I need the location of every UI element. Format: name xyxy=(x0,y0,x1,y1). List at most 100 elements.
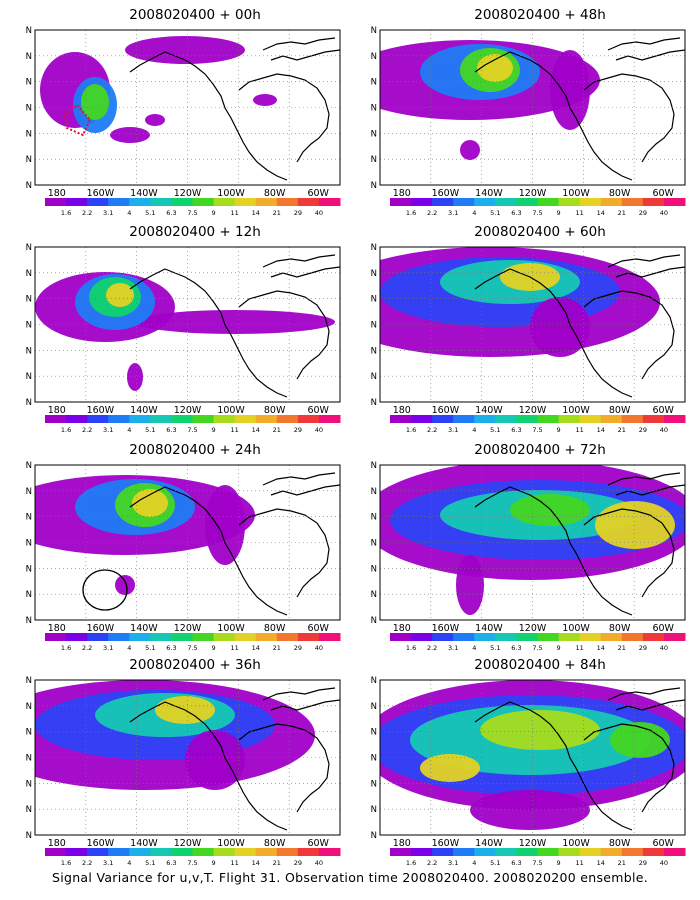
colorbar-label: 40 xyxy=(315,644,323,650)
colorbar-swatch xyxy=(45,848,67,856)
lat-tick-label: 60N xyxy=(25,52,32,62)
colorbar-swatch xyxy=(558,415,581,423)
lat-tick-label: 40N xyxy=(25,754,32,764)
colorbar-label: 5.1 xyxy=(490,859,500,865)
colorbar-label: 7.5 xyxy=(187,426,197,432)
colorbar-swatch xyxy=(192,198,215,206)
lat-tick-label: 20N xyxy=(25,590,32,600)
colorbar-swatch xyxy=(411,198,433,206)
colorbar-label: 9 xyxy=(557,644,561,650)
map-figure: 2008020400 + 00h 70N 60N 50N 40N 30N 20N 10N 180… xyxy=(25,7,341,215)
map-panel-p48: 2008020400 + 48h 70N 60N 50N 40N 30N 20N 10N 180… xyxy=(370,5,700,215)
variance-contour xyxy=(595,501,675,549)
lon-tick-label: 120W xyxy=(519,188,547,199)
colorbar-swatch xyxy=(621,415,644,423)
colorbar-swatch xyxy=(255,198,278,206)
lon-tick-label: 180 xyxy=(48,623,66,634)
colorbar-label: 14 xyxy=(252,859,260,865)
variance-contour xyxy=(127,363,143,391)
colorbar-label: 4 xyxy=(127,859,131,865)
colorbar-swatch xyxy=(411,415,433,423)
colorbar-label: 3.1 xyxy=(448,209,458,215)
colorbar: 1.6 2.2 3.1 4 5.1 6.3 7.5 9 11 14 21 29 40 xyxy=(390,848,686,865)
panel-title: 2008020400 + 60h xyxy=(474,224,606,240)
colorbar-swatch xyxy=(150,198,172,206)
colorbar-label: 29 xyxy=(639,209,647,215)
lon-tick-label: 80W xyxy=(264,188,286,199)
lat-tick-label: 70N xyxy=(370,461,377,471)
lon-tick-label: 60W xyxy=(652,838,674,849)
colorbar-label: 9 xyxy=(557,426,561,432)
colorbar-label: 5.1 xyxy=(490,209,500,215)
colorbar-label: 14 xyxy=(597,859,605,865)
lon-tick-label: 160W xyxy=(87,405,115,416)
colorbar-swatch xyxy=(318,848,341,856)
colorbar-label: 11 xyxy=(576,644,584,650)
colorbar: 1.6 2.2 3.1 4 5.1 6.3 7.5 9 11 14 21 29 40 xyxy=(390,633,686,650)
colorbar-swatch xyxy=(516,415,538,423)
lat-tick-label: 10N xyxy=(370,616,377,626)
colorbar-swatch xyxy=(66,198,88,206)
colorbar-swatch xyxy=(600,415,623,423)
lon-tick-label: 120W xyxy=(174,623,202,634)
lat-tick-label: 40N xyxy=(370,321,377,331)
lon-tick-label: 100W xyxy=(217,188,245,199)
colorbar-label: 3.1 xyxy=(103,209,113,215)
colorbar-label: 14 xyxy=(597,644,605,650)
colorbar-label: 6.3 xyxy=(166,209,176,215)
lat-tick-label: 70N xyxy=(25,26,32,36)
panel-title: 2008020400 + 84h xyxy=(474,657,606,673)
colorbar-label: 4 xyxy=(127,426,131,432)
colorbar-label: 11 xyxy=(231,426,239,432)
lon-tick-label: 100W xyxy=(562,188,590,199)
lon-tick-label: 100W xyxy=(562,623,590,634)
lat-tick-label: 50N xyxy=(25,295,32,305)
colorbar: 1.6 2.2 3.1 4 5.1 6.3 7.5 9 11 14 21 29 40 xyxy=(45,633,341,650)
colorbar-swatch xyxy=(579,848,602,856)
colorbar-swatch xyxy=(558,198,581,206)
colorbar-label: 21 xyxy=(273,426,281,432)
variance-contour xyxy=(132,489,168,517)
variance-contour xyxy=(81,84,109,120)
colorbar-label: 5.1 xyxy=(490,426,500,432)
colorbar-swatch xyxy=(255,848,278,856)
variance-contour xyxy=(205,485,245,565)
colorbar-swatch xyxy=(276,848,299,856)
lon-tick-label: 140W xyxy=(130,838,158,849)
colorbar-label: 3.1 xyxy=(448,859,458,865)
colorbar-swatch xyxy=(192,633,215,641)
lat-tick-label: 50N xyxy=(25,513,32,523)
colorbar-swatch xyxy=(453,848,475,856)
colorbar-label: 6.3 xyxy=(511,426,521,432)
lon-tick-label: 160W xyxy=(432,188,460,199)
colorbar-label: 7.5 xyxy=(532,426,542,432)
colorbar-swatch xyxy=(87,415,109,423)
lon-tick-label: 160W xyxy=(432,405,460,416)
variance-contour xyxy=(477,54,513,82)
colorbar-swatch xyxy=(213,633,236,641)
lat-tick-label: 50N xyxy=(370,728,377,738)
lon-tick-label: 180 xyxy=(393,188,411,199)
lon-tick-label: 120W xyxy=(174,188,202,199)
lon-tick-label: 120W xyxy=(174,838,202,849)
colorbar-swatch xyxy=(558,848,581,856)
colorbar-swatch xyxy=(234,198,257,206)
colorbar-swatch xyxy=(318,415,341,423)
map-panel-p24: 2008020400 + 24h 70N 60N 50N 40N 30N 20N 10N 180… xyxy=(25,440,365,650)
lat-tick-label: 60N xyxy=(25,269,32,279)
colorbar-swatch xyxy=(87,198,109,206)
lat-tick-label: 20N xyxy=(370,155,377,165)
lat-tick-label: 20N xyxy=(25,155,32,165)
colorbar-label: 4 xyxy=(472,209,476,215)
colorbar-swatch xyxy=(537,198,560,206)
lon-tick-label: 180 xyxy=(48,405,66,416)
colorbar-swatch xyxy=(276,198,299,206)
colorbar-swatch xyxy=(642,633,665,641)
lon-tick-label: 100W xyxy=(217,838,245,849)
colorbar-label: 1.6 xyxy=(61,644,71,650)
colorbar-label: 6.3 xyxy=(166,859,176,865)
colorbar-label: 9 xyxy=(212,859,216,865)
lat-tick-label: 60N xyxy=(370,269,377,279)
colorbar-swatch xyxy=(150,848,172,856)
lon-tick-label: 160W xyxy=(87,188,115,199)
